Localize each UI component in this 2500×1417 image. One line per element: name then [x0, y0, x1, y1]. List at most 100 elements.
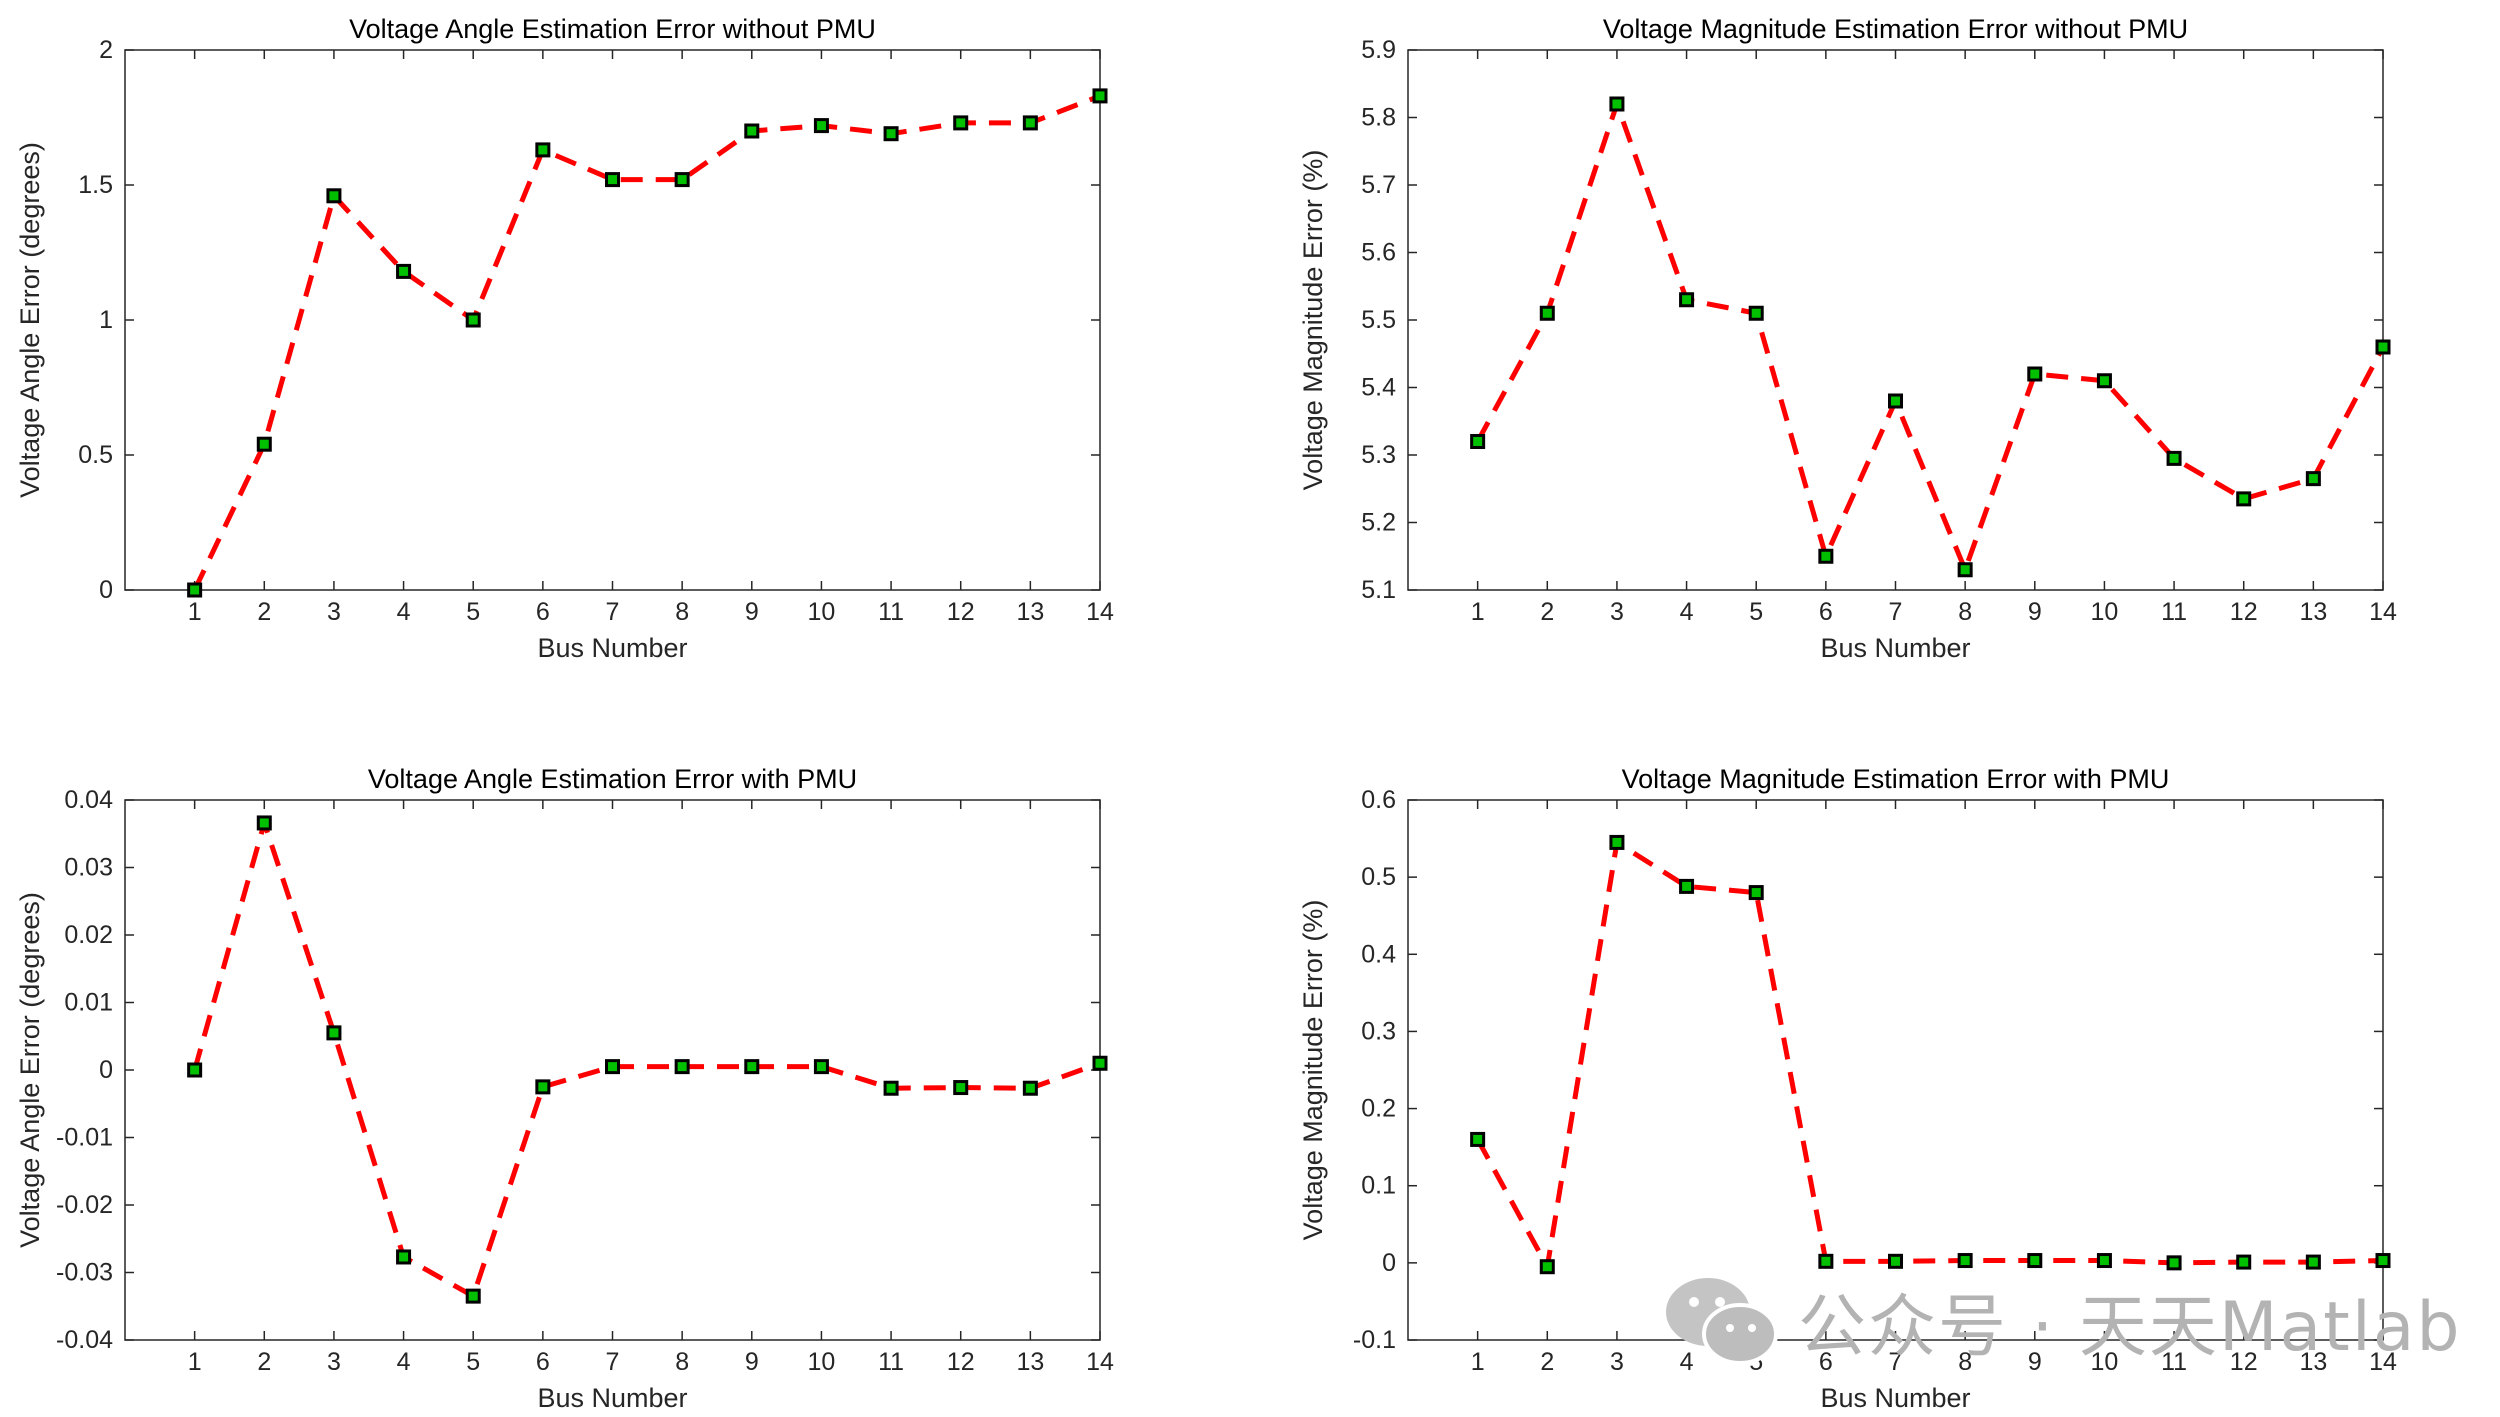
x-tick-label: 13 — [2299, 598, 2327, 626]
data-point-marker — [883, 126, 899, 142]
y-tick-label: 5.9 — [1361, 36, 1396, 64]
data-point-marker — [1092, 88, 1108, 104]
data-point-marker — [535, 1079, 551, 1095]
y-tick-label: 5.5 — [1361, 306, 1396, 334]
y-tick-label: 5.4 — [1361, 374, 1396, 402]
data-point-marker — [396, 1249, 412, 1265]
plot-area — [1407, 799, 2384, 1341]
x-tick-label: 9 — [745, 1348, 759, 1376]
x-tick-label: 7 — [1889, 598, 1903, 626]
x-tick-label: 5 — [466, 1348, 480, 1376]
y-tick-label: 5.7 — [1361, 171, 1396, 199]
x-tick-label: 1 — [188, 1348, 202, 1376]
data-point-marker — [1022, 115, 1038, 131]
y-tick-label: 0.3 — [1361, 1017, 1396, 1045]
x-tick-label: 4 — [397, 598, 411, 626]
x-tick-label: 11 — [878, 1348, 904, 1376]
y-tick-label: 0.5 — [78, 441, 113, 469]
data-point-marker — [953, 1080, 969, 1096]
x-tick-label: 4 — [1680, 598, 1694, 626]
data-point-marker — [1092, 1055, 1108, 1071]
data-point-marker — [744, 123, 760, 139]
data-point-marker — [1679, 292, 1695, 308]
x-tick-label: 14 — [1086, 1348, 1114, 1376]
data-point-marker — [187, 1062, 203, 1078]
y-tick-label: 5.2 — [1361, 509, 1396, 537]
data-point-marker — [883, 1080, 899, 1096]
data-point-marker — [1679, 878, 1695, 894]
x-tick-label: 1 — [1471, 1348, 1485, 1376]
y-tick-label: 0 — [99, 1056, 113, 1084]
y-axis-label: Voltage Magnitude Error (%) — [1298, 150, 1328, 491]
x-tick-label: 8 — [675, 1348, 689, 1376]
y-tick-label: 1.5 — [78, 171, 113, 199]
chart-panel-4: -0.100.10.20.30.40.50.612345678910111213… — [1298, 764, 2397, 1413]
x-axis-label: Bus Number — [537, 633, 687, 663]
x-tick-label: 11 — [2161, 598, 2187, 626]
y-tick-label: -0.01 — [56, 1124, 113, 1152]
x-tick-label: 13 — [1016, 1348, 1044, 1376]
x-tick-label: 2 — [1540, 1348, 1554, 1376]
x-tick-label: 13 — [1016, 598, 1044, 626]
y-tick-label: 0.04 — [64, 786, 113, 814]
x-axis-label: Bus Number — [1820, 633, 1970, 663]
y-tick-label: 0.03 — [64, 854, 113, 882]
data-point-marker — [1818, 1253, 1834, 1269]
data-point-marker — [326, 1025, 342, 1041]
data-point-marker — [1539, 305, 1555, 321]
x-tick-label: 2 — [257, 1348, 271, 1376]
x-tick-label: 13 — [2299, 1348, 2327, 1376]
data-point-marker — [465, 1288, 481, 1304]
x-tick-label: 10 — [808, 1348, 836, 1376]
x-tick-label: 6 — [536, 1348, 550, 1376]
data-point-marker — [1957, 1253, 1973, 1269]
chart-title: Voltage Angle Estimation Error with PMU — [368, 764, 857, 794]
y-tick-label: 1 — [99, 306, 113, 334]
data-point-marker — [1470, 1131, 1486, 1147]
data-point-marker — [2096, 1253, 2112, 1269]
x-tick-label: 14 — [1086, 598, 1114, 626]
data-point-marker — [256, 436, 272, 452]
chart-panel-2: 5.15.25.35.45.55.65.75.85.91 2 3 4 5 6 7 8 9 10 11… — [1298, 14, 2397, 663]
y-tick-label: 5.3 — [1361, 441, 1396, 469]
y-tick-label: 0.5 — [1361, 863, 1396, 891]
data-point-marker — [2375, 1253, 2391, 1269]
data-point-marker — [674, 172, 690, 188]
y-tick-label: 0 — [1382, 1249, 1396, 1277]
series-line — [192, 93, 1101, 592]
data-point-marker — [744, 1059, 760, 1075]
data-point-marker — [2027, 1253, 2043, 1269]
data-point-marker — [1888, 393, 1903, 409]
data-point-marker — [2027, 366, 2043, 382]
data-point-marker — [1609, 96, 1625, 112]
data-point-marker — [465, 312, 481, 328]
y-tick-label: 0.02 — [64, 921, 113, 949]
data-point-marker — [2166, 450, 2182, 466]
x-tick-label: 9 — [2028, 1348, 2042, 1376]
data-point-marker — [1609, 834, 1625, 850]
y-tick-label: 5.1 — [1361, 576, 1396, 604]
y-tick-label: 0.2 — [1361, 1095, 1396, 1123]
x-tick-label: 4 — [397, 1348, 411, 1376]
data-point-marker — [326, 188, 342, 204]
y-tick-label: 0.6 — [1361, 786, 1396, 814]
chart-title: Voltage Magnitude Estimation Error with … — [1622, 764, 2170, 794]
x-tick-label: 3 — [327, 1348, 341, 1376]
wechat-icon — [1666, 1278, 1778, 1365]
x-tick-label: 8 — [1958, 1348, 1972, 1376]
data-point-marker — [1470, 434, 1486, 449]
x-tick-label: 7 — [606, 1348, 620, 1376]
data-point-marker — [1818, 548, 1834, 564]
y-tick-label: 0.1 — [1361, 1172, 1396, 1200]
y-tick-label: -0.03 — [56, 1259, 113, 1287]
data-point-marker — [1957, 562, 1973, 578]
data-point-marker — [187, 582, 203, 598]
x-tick-label: 5 — [466, 598, 480, 626]
data-point-marker — [1888, 1253, 1903, 1269]
data-point-marker — [535, 142, 551, 158]
data-point-marker — [1022, 1080, 1038, 1096]
y-axis-label: Voltage Angle Error (degrees) — [15, 142, 45, 498]
chart-title: Voltage Magnitude Estimation Error witho… — [1603, 14, 2188, 44]
